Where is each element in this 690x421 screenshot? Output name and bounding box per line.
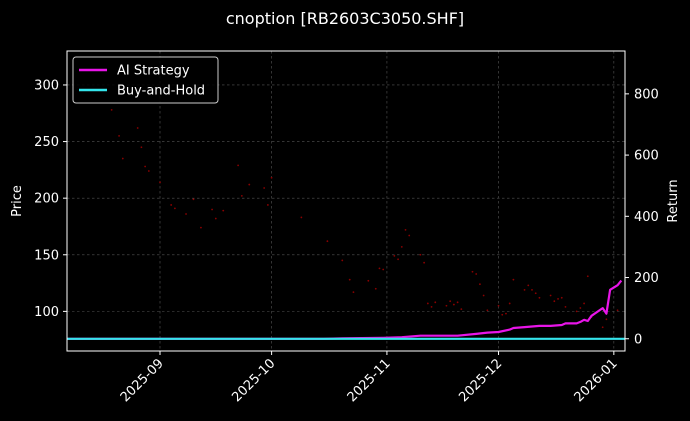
price-point <box>159 181 161 184</box>
left-tick-label: 150 <box>34 248 59 263</box>
price-point <box>471 270 474 273</box>
right-tick-label: 800 <box>634 87 659 102</box>
price-point <box>605 318 608 321</box>
right-tick-label: 400 <box>634 210 659 225</box>
legend-box <box>72 56 219 104</box>
price-point <box>170 204 173 206</box>
price-point <box>460 308 463 311</box>
right-tick-label: 0 <box>634 332 642 347</box>
plot-frame <box>66 50 626 352</box>
price-point <box>557 298 559 300</box>
grid <box>67 51 625 351</box>
price-point <box>136 127 139 129</box>
price-point <box>549 294 552 297</box>
price-point <box>200 226 202 229</box>
price-point <box>173 207 176 210</box>
price-point <box>237 164 240 167</box>
price-point <box>523 288 526 291</box>
price-point <box>400 245 403 248</box>
legend: AI Strategy Buy-and-Hold <box>72 56 219 104</box>
price-point <box>586 275 589 278</box>
left-y-axis: 100 150 200 250 300 <box>34 78 67 320</box>
right-tick-label: 200 <box>634 271 659 286</box>
price-point <box>512 278 515 281</box>
price-point <box>445 304 448 307</box>
price-point <box>270 176 273 179</box>
price-point <box>408 234 411 237</box>
price-point <box>430 305 433 308</box>
price-point <box>185 213 187 215</box>
price-point <box>341 259 344 262</box>
price-point <box>601 326 604 329</box>
price-point <box>222 209 225 212</box>
left-tick-label: 200 <box>34 192 59 207</box>
price-point <box>110 108 113 111</box>
price-point <box>538 296 541 299</box>
series-line-ai-strategy <box>67 279 623 340</box>
left-tick-label: 100 <box>34 305 59 320</box>
price-point <box>534 292 537 295</box>
price-point <box>508 302 511 305</box>
price-scatter <box>110 108 619 329</box>
price-point <box>266 204 269 206</box>
right-y-axis: 0 200 400 600 800 <box>625 87 659 347</box>
price-point <box>479 283 481 286</box>
price-point <box>434 301 437 304</box>
price-point <box>144 165 147 168</box>
price-point <box>560 296 563 299</box>
price-point <box>482 294 485 297</box>
price-point <box>531 288 533 291</box>
price-point <box>564 305 567 308</box>
price-point <box>575 310 578 313</box>
price-point <box>486 309 489 312</box>
price-point <box>352 291 355 294</box>
left-tick-label: 250 <box>34 135 59 150</box>
price-point <box>248 183 251 186</box>
legend-label-buy-and-hold: Buy-and-Hold <box>117 84 205 99</box>
price-point <box>449 300 452 303</box>
price-point <box>140 146 143 149</box>
price-point <box>456 301 459 304</box>
price-point <box>616 309 619 312</box>
price-point <box>501 313 504 316</box>
price-point <box>121 157 124 160</box>
price-point <box>326 240 329 243</box>
price-point <box>419 253 422 256</box>
price-point <box>583 302 585 305</box>
legend-label-ai-strategy: AI Strategy <box>117 64 190 79</box>
right-tick-label: 600 <box>634 149 659 164</box>
price-point <box>367 279 370 282</box>
price-point <box>192 198 195 201</box>
chart-title: cnoption [RB2603C3050.SHF] <box>226 9 464 28</box>
price-point <box>505 312 507 315</box>
left-axis-title: Price <box>10 185 25 217</box>
price-point <box>404 228 407 231</box>
price-point <box>553 300 556 303</box>
price-point <box>452 303 455 306</box>
price-point <box>211 208 213 211</box>
price-point <box>118 135 120 137</box>
price-point <box>527 284 530 287</box>
price-point <box>300 216 303 219</box>
price-point <box>393 255 396 257</box>
price-point <box>397 258 399 261</box>
price-point <box>497 304 500 307</box>
price-point <box>382 268 385 271</box>
price-point <box>214 217 217 220</box>
price-point <box>423 261 426 264</box>
price-point <box>475 273 478 275</box>
right-axis-title: Return <box>666 179 681 222</box>
price-point <box>147 170 150 172</box>
price-point <box>426 302 429 305</box>
price-point <box>263 187 266 189</box>
series-lines <box>67 279 625 340</box>
price-point <box>579 307 582 309</box>
price-point <box>374 287 377 290</box>
price-point <box>348 278 351 281</box>
price-point <box>240 195 243 197</box>
price-point <box>378 267 381 270</box>
left-tick-label: 300 <box>34 78 59 93</box>
